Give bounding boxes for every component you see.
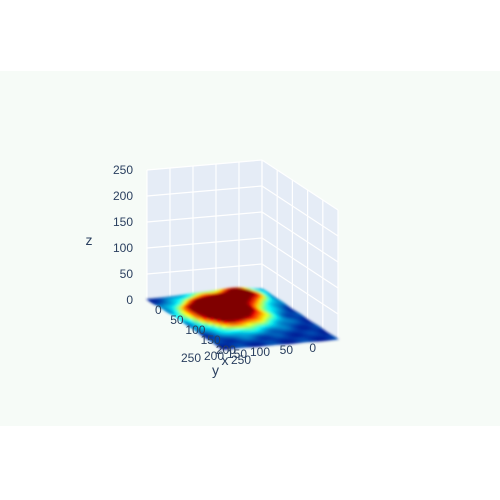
x-tick-label: 50 [170, 313, 184, 327]
gridline-z [146, 237, 263, 249]
gridline-z [146, 211, 263, 223]
gridline-x [222, 339, 339, 351]
surface-mesh[interactable] [145, 287, 340, 351]
z-tick-label: 0 [126, 293, 133, 307]
gridline-z [261, 211, 339, 263]
z-tick-label: 50 [120, 267, 134, 281]
y-tick-label: 0 [309, 341, 316, 355]
tick-labels: 0501001502002500501001502002500501001502… [113, 163, 316, 367]
axis-titles: xy z [86, 232, 229, 378]
gridline-z [146, 159, 263, 171]
x-tick-label: 250 [231, 353, 251, 367]
gridline-z [146, 263, 263, 275]
y-tick-label: 200 [204, 349, 224, 363]
z-tick-label: 150 [113, 215, 133, 229]
z-axis-title: z [86, 232, 93, 248]
z-tick-label: 100 [113, 241, 133, 255]
x-axis-title: x [222, 352, 229, 368]
x-tick-label: 150 [201, 333, 221, 347]
surface-cell [219, 347, 229, 351]
y-tick-label: 100 [250, 345, 270, 359]
y-tick-label: 250 [181, 351, 201, 365]
pane-xz [262, 160, 338, 340]
y-tick-label: 50 [280, 343, 294, 357]
pane-yz [147, 160, 262, 300]
y-tick-label: 150 [227, 347, 247, 361]
gridline-z [261, 263, 339, 315]
z-tick-label: 200 [113, 189, 133, 203]
gridline-z [261, 185, 339, 237]
x-tick-label: 200 [216, 343, 236, 357]
y-axis-title: y [212, 362, 219, 378]
x-tick-label: 0 [155, 303, 162, 317]
z-tick-label: 250 [113, 163, 133, 177]
x-tick-label: 100 [185, 323, 205, 337]
gridline-z [261, 159, 339, 211]
gridline-y [146, 299, 224, 351]
gridline-z [146, 185, 263, 197]
gridline-z [261, 237, 339, 289]
